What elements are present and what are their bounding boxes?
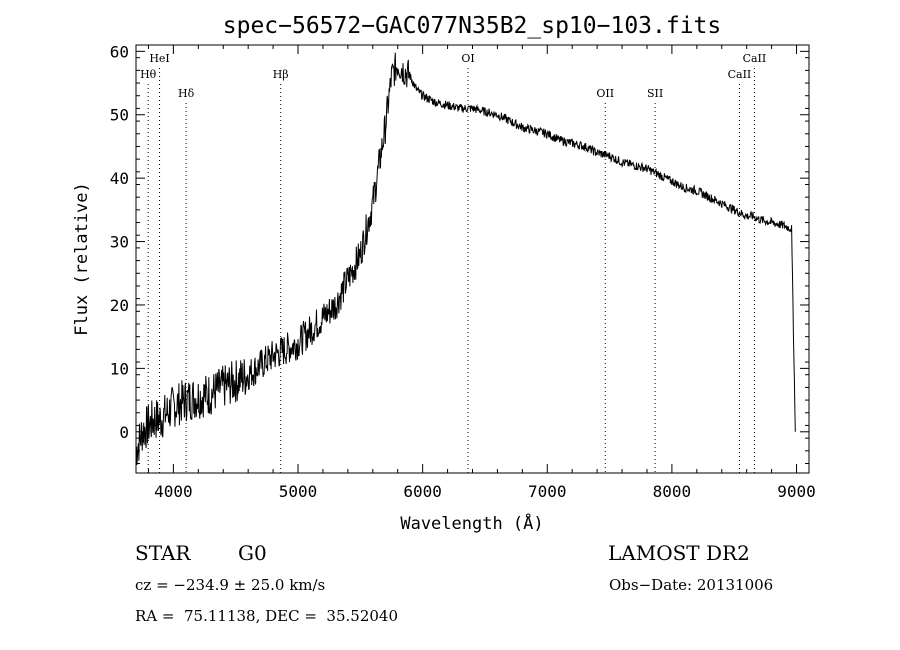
object-subclass: G0 <box>238 541 267 565</box>
y-tick-label: 30 <box>110 233 129 252</box>
survey-name: LAMOST DR2 <box>608 541 750 565</box>
line-marker-label: OII <box>596 87 614 100</box>
line-marker-label: Hδ <box>178 87 195 100</box>
coordinates-readout: RA = 75.11138, DEC = 35.52040 <box>135 607 398 625</box>
line-marker-label: OI <box>461 52 474 65</box>
x-tick-label: 7000 <box>528 482 567 501</box>
x-tick-label: 6000 <box>403 482 442 501</box>
plot-area: HeI Hθ Hδ Hβ OI OII SII CaII CaII 4000 5000 6000 70… <box>110 42 816 501</box>
y-tick-label: 40 <box>110 169 129 188</box>
line-marker-label: SII <box>647 87 663 100</box>
line-marker-label: HeI <box>149 52 169 65</box>
emission-line-markers <box>147 68 755 473</box>
y-tick-label: 0 <box>119 423 129 442</box>
line-marker-label: CaII <box>728 68 752 81</box>
x-tick-label: 4000 <box>154 482 193 501</box>
observation-date: Obs−Date: 20131006 <box>609 576 773 594</box>
line-marker-label: CaII <box>743 52 767 65</box>
y-tick-label: 20 <box>110 296 129 315</box>
x-axis-ticks: 4000 5000 6000 7000 8000 9000 <box>147 45 816 501</box>
object-class: STAR <box>135 541 191 565</box>
y-tick-label: 10 <box>110 359 129 378</box>
y-axis-label: Flux (relative) <box>72 182 92 336</box>
y-axis-ticks: 0 10 20 30 40 50 60 <box>110 42 809 464</box>
line-marker-label: Hθ <box>140 68 157 81</box>
x-axis-label: Wavelength (Å) <box>400 512 543 534</box>
chart-title: spec−56572−GAC077N35B2_sp10−103.fits <box>223 13 722 39</box>
redshift-readout: cz = −234.9 ± 25.0 km/s <box>135 576 325 594</box>
y-tick-label: 50 <box>110 106 129 125</box>
x-tick-label: 9000 <box>777 482 816 501</box>
y-tick-label: 60 <box>110 42 129 61</box>
emission-line-labels: HeI Hθ Hδ Hβ OI OII SII CaII CaII <box>140 52 766 100</box>
x-tick-label: 8000 <box>653 482 692 501</box>
spectrum-series <box>135 52 796 465</box>
line-marker-label: Hβ <box>273 68 289 81</box>
x-tick-label: 5000 <box>279 482 318 501</box>
